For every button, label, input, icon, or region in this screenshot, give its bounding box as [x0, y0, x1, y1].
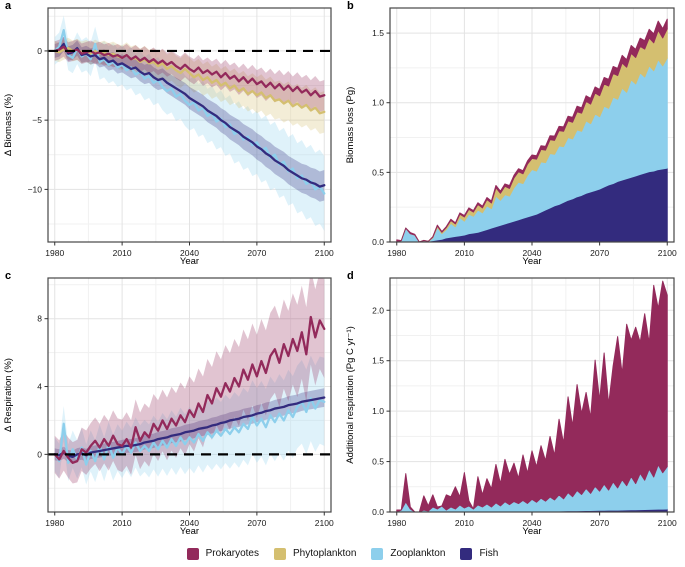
svg-text:Δ Respiration (%): Δ Respiration (%)	[3, 358, 14, 432]
svg-text:1980: 1980	[387, 248, 406, 258]
svg-text:Additional respiration (Pg C y: Additional respiration (Pg C yr⁻¹)	[345, 326, 356, 464]
legend: Prokaryotes Phytoplankton Zooplankton Fi…	[0, 540, 685, 567]
svg-text:2040: 2040	[180, 518, 199, 528]
svg-text:−5: −5	[32, 115, 42, 125]
panel-c-chart: 1980 2010 2040 2070 2100 0 4 8 Year Δ Respiration…	[3, 277, 334, 537]
legend-item-zooplankton: Zooplankton	[371, 547, 446, 560]
phytoplankton-swatch-icon	[274, 547, 286, 560]
fish-swatch-icon	[460, 547, 473, 560]
svg-text:4: 4	[37, 382, 42, 392]
svg-text:2.0: 2.0	[372, 305, 384, 315]
svg-text:2100: 2100	[658, 248, 677, 258]
svg-text:1980: 1980	[45, 248, 64, 258]
svg-text:0.5: 0.5	[372, 457, 384, 467]
legend-label: Fish	[479, 548, 499, 559]
svg-text:2100: 2100	[315, 248, 334, 258]
svg-text:8: 8	[37, 314, 42, 324]
svg-text:−10: −10	[28, 184, 43, 194]
svg-text:2040: 2040	[180, 248, 199, 258]
svg-text:2070: 2070	[247, 248, 266, 258]
svg-text:2010: 2010	[113, 248, 132, 258]
svg-text:2010: 2010	[455, 248, 474, 258]
svg-text:Year: Year	[522, 526, 541, 537]
svg-text:1980: 1980	[387, 518, 406, 528]
panel-grid: a 1980 2010 2040 2070 2100 0 −5 −10 Year Δ Biomas…	[0, 0, 685, 540]
prokaryotes-swatch-icon	[186, 547, 199, 560]
svg-text:1.5: 1.5	[372, 28, 384, 38]
svg-text:0: 0	[37, 449, 42, 459]
legend-item-phytoplankton: Phytoplankton	[274, 547, 357, 560]
svg-text:Year: Year	[180, 256, 199, 267]
svg-text:1.0: 1.0	[372, 98, 384, 108]
panel-d: d 1980 2010 2040 2070 2100 0.0 0.5 1.0 1.5 2.0 Yea…	[342, 270, 685, 540]
legend-label: Phytoplankton	[293, 548, 357, 559]
panel-d-chart: 1980 2010 2040 2070 2100 0.0 0.5 1.0 1.5 2.0 Year A…	[345, 277, 677, 537]
svg-text:1.0: 1.0	[372, 406, 384, 416]
svg-text:0: 0	[37, 46, 42, 56]
panel-c: c 1980 2010 2040 2070 2100 0 4 8 Year Δ Respirati…	[0, 270, 342, 540]
svg-text:1980: 1980	[45, 518, 64, 528]
svg-text:1.5: 1.5	[372, 356, 384, 366]
panel-a-chart: 1980 2010 2040 2070 2100 0 −5 −10 Year Δ Biomass …	[3, 7, 334, 267]
panel-b: b 1980 2010 2040 2070 2100 0.0 0.5 1.0 1.5 Year Bi…	[342, 0, 685, 270]
svg-text:Year: Year	[180, 526, 199, 537]
panel-a-label: a	[5, 0, 12, 12]
svg-text:Biomass loss (Pg): Biomass loss (Pg)	[345, 87, 356, 164]
svg-text:2070: 2070	[247, 518, 266, 528]
panel-a: a 1980 2010 2040 2070 2100 0 −5 −10 Year Δ Biomas…	[0, 0, 342, 270]
svg-text:Δ Biomass (%): Δ Biomass (%)	[3, 94, 14, 156]
svg-text:2070: 2070	[590, 248, 609, 258]
legend-label: Zooplankton	[390, 548, 446, 559]
svg-text:2100: 2100	[658, 518, 677, 528]
svg-text:2010: 2010	[113, 518, 132, 528]
svg-text:0.0: 0.0	[372, 507, 384, 517]
svg-text:2010: 2010	[455, 518, 474, 528]
panel-c-label: c	[5, 270, 12, 282]
legend-item-prokaryotes: Prokaryotes	[186, 547, 259, 560]
panel-b-label: b	[347, 0, 354, 12]
panel-b-chart: 1980 2010 2040 2070 2100 0.0 0.5 1.0 1.5 Year Biom…	[345, 7, 677, 267]
svg-text:2070: 2070	[590, 518, 609, 528]
svg-text:Year: Year	[522, 256, 541, 267]
panel-d-label: d	[347, 270, 354, 282]
svg-text:0.0: 0.0	[372, 237, 384, 247]
svg-text:2040: 2040	[523, 518, 542, 528]
legend-label: Prokaryotes	[205, 548, 259, 559]
legend-item-fish: Fish	[460, 547, 499, 560]
svg-text:2040: 2040	[523, 248, 542, 258]
svg-text:0.5: 0.5	[372, 167, 384, 177]
svg-text:2100: 2100	[315, 518, 334, 528]
zooplankton-swatch-icon	[371, 547, 384, 560]
